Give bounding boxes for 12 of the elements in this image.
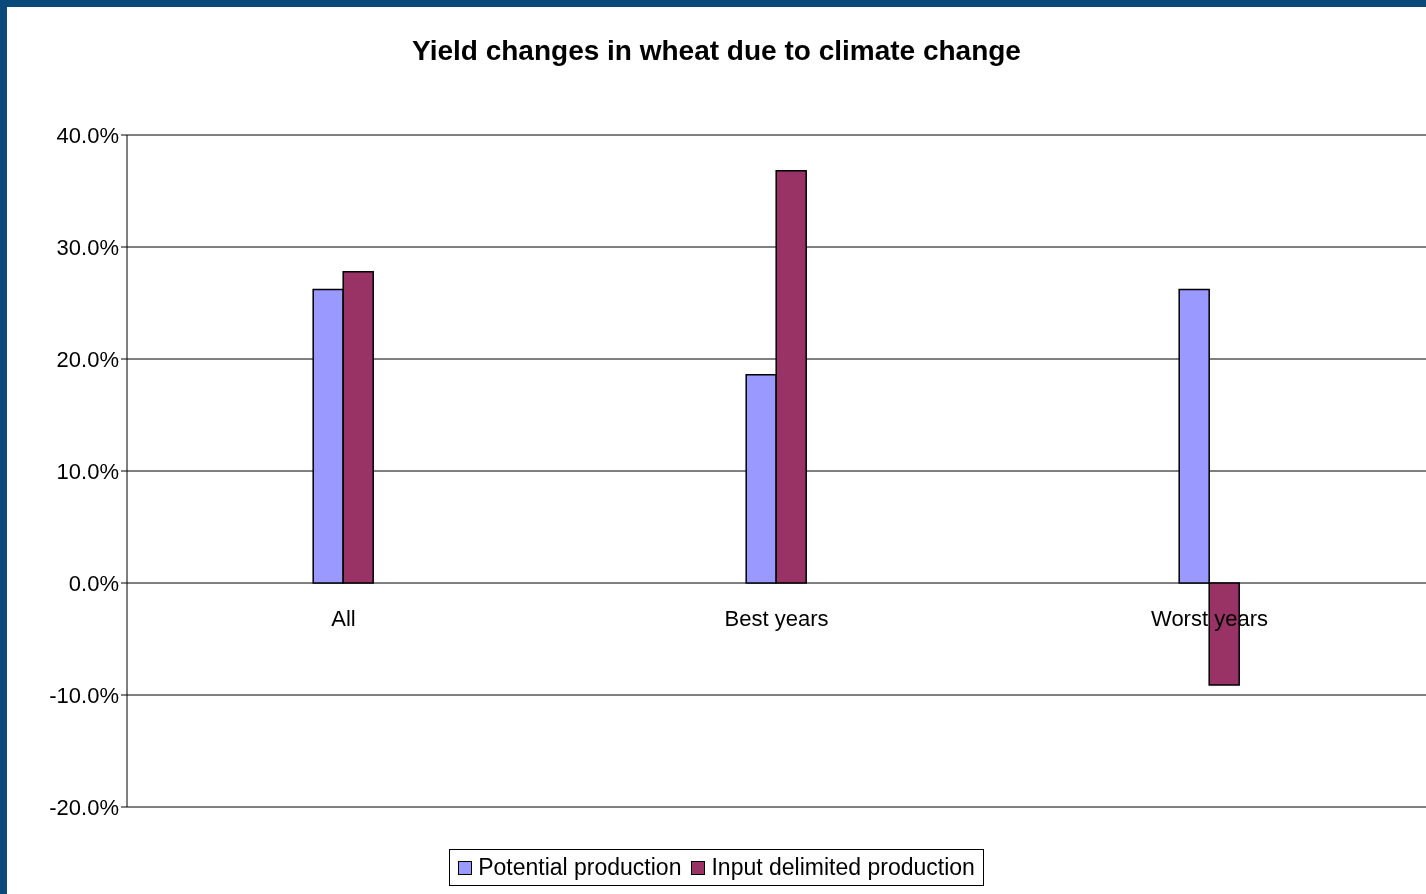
- y-tick-label: 20.0%: [56, 346, 119, 372]
- legend-label: Potential production: [477, 854, 682, 881]
- chart-title: Yield changes in wheat due to climate change: [411, 35, 1022, 67]
- y-tick-label: -10.0%: [49, 682, 119, 708]
- legend-label: Input delimited production: [710, 854, 975, 881]
- y-tick-label: 40.0%: [56, 122, 119, 148]
- y-tick-label: 30.0%: [56, 234, 119, 260]
- y-tick-label: -20.0%: [49, 794, 119, 820]
- x-tick-label: Best years: [724, 606, 829, 631]
- x-tick-label: All: [331, 606, 356, 631]
- y-tick-label: 10.0%: [56, 458, 119, 484]
- y-tick-label: 0.0%: [68, 570, 119, 596]
